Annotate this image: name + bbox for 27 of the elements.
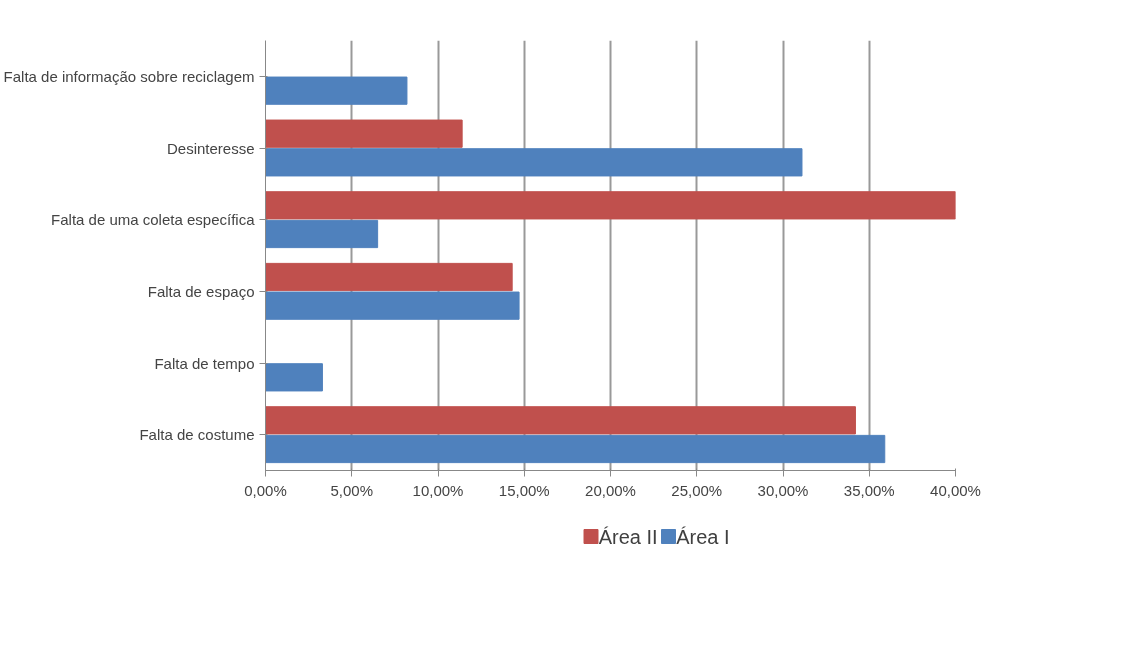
x-tick-label: 35,00%: [843, 481, 895, 499]
bar: [265, 219, 379, 249]
y-tick-label: Falta de uma coleta específica: [51, 211, 256, 229]
bar: [265, 262, 513, 292]
bar: [265, 363, 323, 392]
legend-label: Área I: [676, 525, 730, 548]
bar: [265, 434, 886, 464]
y-tick-label: Falta de costume: [139, 426, 255, 444]
legend-label: Área II: [598, 525, 658, 548]
y-tick-label: Desinteresse: [166, 139, 255, 157]
x-tick-label: 5,00%: [330, 481, 374, 499]
x-tick-label: 20,00%: [585, 481, 636, 499]
bar: [265, 76, 408, 105]
bar: [265, 119, 463, 148]
x-tick-label: 40,00%: [930, 481, 981, 499]
bar: [265, 291, 520, 320]
bar: [265, 148, 803, 177]
x-tick-label: 30,00%: [757, 481, 809, 499]
y-tick-label: Falta de informação sobre reciclagem: [3, 67, 255, 85]
x-tick-label: 0,00%: [244, 481, 287, 499]
x-tick-label: 25,00%: [671, 481, 723, 499]
bar: [265, 191, 956, 220]
x-tick-label: 15,00%: [498, 481, 550, 499]
x-tick-label: 10,00%: [412, 481, 464, 499]
y-tick-label: Falta de espaço: [147, 282, 255, 300]
bar: [265, 406, 856, 435]
y-tick-label: Falta de tempo: [154, 354, 255, 372]
